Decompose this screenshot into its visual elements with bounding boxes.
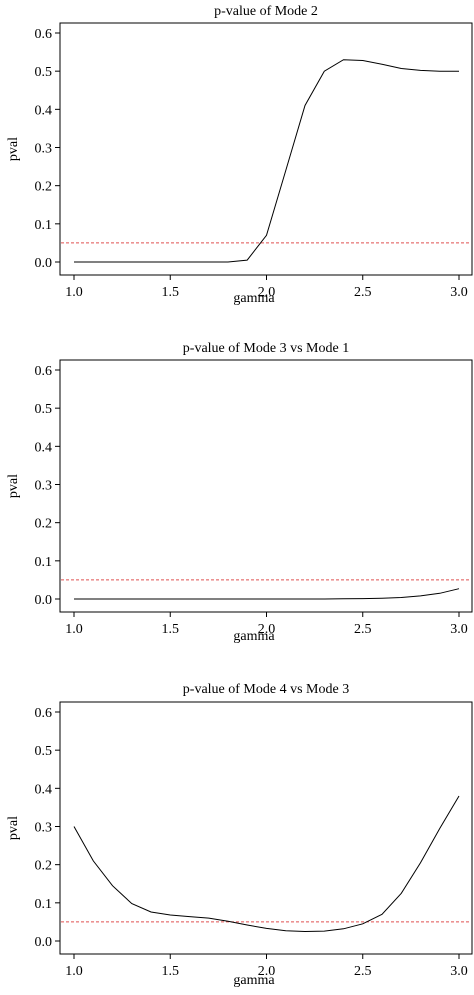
y-tick-label: 0.3 — [35, 479, 53, 494]
x-axis-label: gamma — [233, 973, 275, 988]
y-tick-label: 0.3 — [35, 821, 53, 836]
chart-title: p-value of Mode 2 — [214, 4, 318, 19]
x-tick-label: 1.5 — [162, 285, 180, 300]
y-axis-label: pval — [6, 816, 21, 840]
y-tick-label: 0.6 — [35, 27, 53, 42]
x-tick-label: 1.5 — [162, 964, 180, 979]
chart-title: p-value of Mode 4 vs Mode 3 — [183, 682, 349, 697]
plot-frame — [59, 359, 473, 613]
y-tick-label: 0.4 — [35, 103, 53, 118]
x-tick-label: 2.5 — [354, 285, 372, 300]
plot-frame — [59, 22, 473, 276]
x-tick-label: 3.0 — [450, 622, 468, 637]
x-tick-label: 3.0 — [450, 285, 468, 300]
y-tick-label: 0.5 — [35, 402, 53, 417]
x-tick-label: 2.0 — [258, 285, 276, 300]
y-tick-label: 0.3 — [35, 142, 53, 157]
y-tick-label: 0.2 — [35, 859, 53, 874]
chart-panel-1: p-value of Mode 2 0.0 0.1 0.2 0.3 0.4 0.5 0.6 1.… — [6, 4, 473, 306]
y-tick-label: 0.4 — [35, 782, 53, 797]
y-tick-label: 0.6 — [35, 706, 53, 721]
x-axis-label: gamma — [233, 629, 275, 644]
x-tick-label: 3.0 — [450, 964, 468, 979]
x-tick-label: 1.0 — [65, 285, 83, 300]
y-tick-label: 0.5 — [35, 744, 53, 759]
y-tick-label: 0.2 — [35, 517, 53, 532]
y-tick-label: 0.6 — [35, 364, 53, 379]
y-tick-label: 0.0 — [35, 593, 53, 608]
y-axis-label: pval — [6, 137, 21, 161]
y-tick-label: 0.1 — [35, 218, 53, 233]
x-axis-label: gamma — [233, 291, 275, 306]
chart-panel-3: p-value of Mode 4 vs Mode 3 0.0 0.1 0.2 0.3 0… — [6, 682, 473, 988]
chart-panel-2: p-value of Mode 3 vs Mode 1 0.0 0.1 0.2 0.3 0… — [6, 341, 473, 644]
chart-title: p-value of Mode 3 vs Mode 1 — [183, 341, 349, 356]
y-tick-label: 0.4 — [35, 440, 53, 455]
plot-frame — [59, 701, 473, 955]
x-tick-label: 1.0 — [65, 622, 83, 637]
x-tick-label: 2.0 — [258, 622, 276, 637]
x-tick-label: 1.5 — [162, 622, 180, 637]
x-tick-label: 2.5 — [354, 964, 372, 979]
series-line — [74, 59, 459, 263]
series-line — [74, 588, 460, 600]
y-axis-label: pval — [6, 474, 21, 498]
x-tick-label: 2.0 — [258, 964, 276, 979]
y-tick-label: 0.5 — [35, 65, 53, 80]
x-tick-label: 2.5 — [354, 622, 372, 637]
y-tick-label: 0.0 — [35, 256, 53, 271]
y-tick-label: 0.1 — [35, 897, 53, 912]
y-tick-label: 0.2 — [35, 180, 53, 195]
y-tick-label: 0.0 — [35, 935, 53, 950]
series-line — [73, 795, 460, 933]
x-tick-label: 1.0 — [65, 964, 83, 979]
y-tick-label: 0.1 — [35, 555, 53, 570]
